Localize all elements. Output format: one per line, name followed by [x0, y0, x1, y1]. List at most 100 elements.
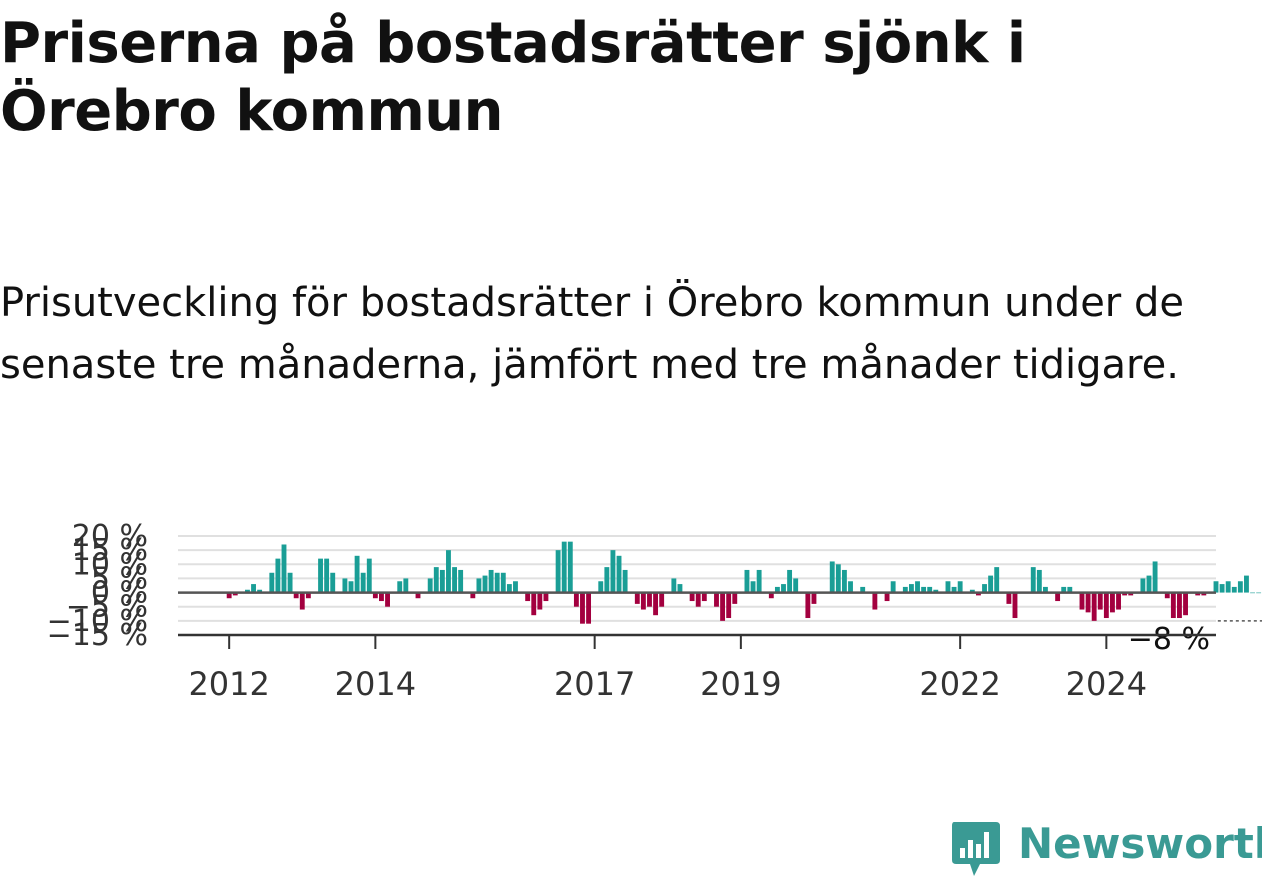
bar [1110, 592, 1115, 613]
bar [1177, 592, 1182, 619]
bar [305, 592, 311, 599]
bar [1097, 592, 1103, 610]
chart-subtitle: Prisutveckling för bostadsrätter i Örebr… [0, 280, 1184, 388]
y-tick-label: −5 % [66, 590, 148, 625]
newsworthy-logo: Newsworthy [950, 818, 1262, 878]
bar [415, 592, 421, 599]
bar [318, 558, 323, 593]
bar [774, 586, 780, 593]
bar [1170, 592, 1176, 619]
bar [921, 586, 927, 593]
bar [1244, 575, 1249, 593]
bar [525, 592, 531, 602]
x-tick-label: 2022 [919, 665, 1000, 700]
bar [671, 578, 677, 593]
bar [1256, 592, 1262, 594]
bar [1085, 592, 1091, 613]
bar [1128, 592, 1134, 596]
bar [1116, 592, 1121, 610]
bar [689, 592, 695, 602]
bar [251, 584, 256, 593]
bar [714, 592, 719, 607]
bar [781, 584, 786, 593]
bar [567, 541, 573, 593]
bar [659, 592, 665, 607]
bar [275, 558, 281, 593]
bar [1091, 592, 1097, 621]
bar [860, 586, 866, 593]
bar [476, 578, 482, 593]
bar [677, 584, 683, 593]
bar [427, 578, 433, 593]
bar [293, 592, 299, 599]
bar [890, 581, 896, 593]
bar [982, 584, 987, 593]
bar [586, 592, 592, 624]
bar [372, 592, 378, 599]
bar [1012, 592, 1018, 619]
bar [513, 581, 518, 593]
bar [494, 572, 500, 593]
bar [537, 592, 543, 610]
bar [1164, 592, 1170, 599]
bar [975, 592, 981, 596]
bar [555, 550, 561, 593]
bar [439, 569, 445, 593]
grid-lines [178, 535, 1216, 622]
bar [1122, 592, 1128, 596]
x-tick-label: 2019 [700, 665, 781, 700]
bar [647, 592, 652, 607]
bar [744, 569, 750, 593]
bar [330, 572, 336, 593]
bar [1213, 581, 1219, 593]
bar [1061, 586, 1067, 593]
bar [768, 592, 774, 599]
bar [433, 567, 439, 593]
bar [573, 592, 579, 607]
bar [1043, 586, 1048, 593]
bar [531, 592, 537, 616]
bar [324, 558, 330, 593]
bar [232, 592, 238, 596]
y-tick-label: 5 % [91, 561, 148, 596]
bar [245, 589, 250, 593]
bar [1146, 575, 1152, 593]
bar [257, 589, 263, 593]
bar [1140, 578, 1146, 593]
bar [452, 567, 457, 593]
bar [561, 541, 567, 593]
bar [726, 592, 732, 619]
bar [829, 561, 835, 593]
bar [1183, 592, 1188, 616]
bar [793, 578, 799, 593]
bar [616, 555, 622, 593]
y-tick-label: 15 % [72, 533, 148, 568]
bar [281, 544, 287, 593]
x-tick-label: 2024 [1066, 665, 1147, 700]
bar [908, 584, 914, 593]
bar [379, 592, 384, 602]
bar [848, 581, 853, 593]
bar [927, 586, 933, 593]
bar [732, 592, 738, 604]
bar [348, 581, 354, 593]
bar [1250, 592, 1255, 594]
bar [1219, 584, 1225, 593]
bar [720, 592, 726, 621]
bar [841, 569, 847, 593]
bar [756, 569, 762, 593]
bar [902, 586, 908, 593]
bar [1201, 592, 1207, 596]
bar [580, 592, 585, 624]
y-tick-label: −15 % [47, 618, 148, 653]
page-title: Priserna på bostadsrätter sjönk i Örebro… [0, 11, 1026, 144]
bar [287, 572, 293, 593]
bar [1237, 581, 1243, 593]
bar [1225, 581, 1231, 593]
x-tick-label: 2017 [554, 665, 635, 700]
bar [653, 592, 659, 616]
bar [1103, 592, 1109, 619]
bar [354, 555, 360, 593]
bar [446, 550, 451, 593]
x-tick-label: 2012 [188, 665, 269, 700]
